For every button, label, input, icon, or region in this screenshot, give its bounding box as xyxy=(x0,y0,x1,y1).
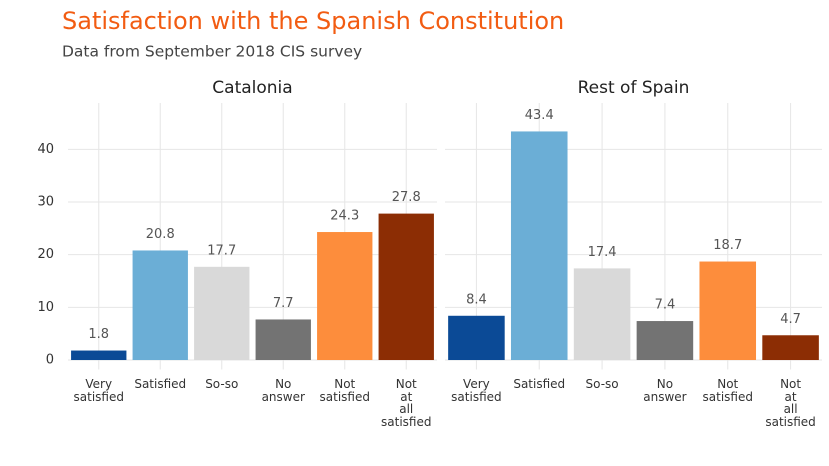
x-tick-label: No answer xyxy=(643,377,687,404)
facet-title: Catalonia xyxy=(212,78,292,98)
x-tick-label: Very satisfied xyxy=(73,377,124,404)
x-tick-label: Satisfied xyxy=(134,377,187,391)
x-tick-label: Satisfied xyxy=(513,377,566,391)
x-tick-label: So-so xyxy=(205,377,239,391)
chart-title: Satisfaction with the Spanish Constituti… xyxy=(62,7,564,35)
bar xyxy=(317,232,373,361)
bar xyxy=(71,350,127,361)
x-tick-label: Not at all satisfied xyxy=(765,377,816,429)
x-tick-label: So-so xyxy=(585,377,619,391)
value-label: 8.4 xyxy=(466,292,487,307)
value-label: 1.8 xyxy=(88,327,109,342)
value-label: 24.3 xyxy=(330,209,359,224)
bar xyxy=(448,315,505,361)
x-tick-label: Very satisfied xyxy=(451,377,502,404)
x-tick-label: Not satisfied xyxy=(702,377,753,404)
value-label: 17.7 xyxy=(207,243,236,258)
value-label: 43.4 xyxy=(525,108,554,123)
value-label: 20.8 xyxy=(146,227,175,242)
y-tick-label: 30 xyxy=(37,195,54,210)
bar xyxy=(378,213,434,361)
bar xyxy=(510,131,568,361)
bar xyxy=(762,335,819,361)
facet-title: Rest of Spain xyxy=(578,78,690,98)
chart-subtitle: Data from September 2018 CIS survey xyxy=(62,43,362,61)
bar xyxy=(699,261,757,361)
value-label: 17.4 xyxy=(588,245,617,260)
value-label: 7.7 xyxy=(273,296,294,311)
x-tick-label: Not at all satisfied xyxy=(381,377,432,429)
y-tick-label: 20 xyxy=(37,247,54,262)
y-tick-label: 10 xyxy=(37,300,54,315)
value-label: 7.4 xyxy=(655,298,676,313)
bar xyxy=(573,268,631,361)
bar xyxy=(194,266,250,361)
value-label: 27.8 xyxy=(392,190,421,205)
bar xyxy=(255,319,311,361)
x-tick-label: Not satisfied xyxy=(319,377,370,404)
bar xyxy=(636,321,694,361)
y-tick-label: 40 xyxy=(37,142,54,157)
y-tick-label: 0 xyxy=(46,353,54,368)
value-label: 4.7 xyxy=(780,312,801,327)
x-tick-label: No answer xyxy=(261,377,305,404)
bar xyxy=(132,250,188,361)
value-label: 18.7 xyxy=(713,238,742,253)
